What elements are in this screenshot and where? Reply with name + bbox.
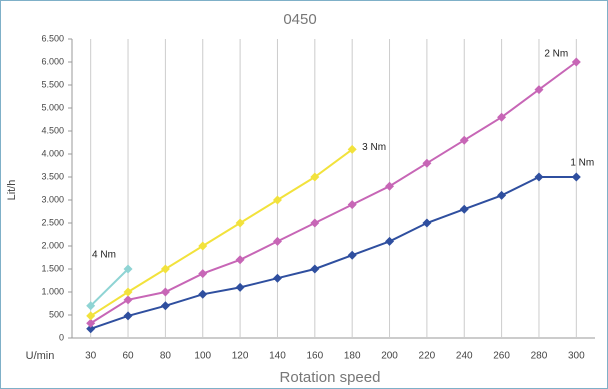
y-tick-label: 5.000 [41, 102, 64, 112]
x-tick-label: 140 [269, 351, 286, 362]
x-tick-label: 240 [456, 351, 473, 362]
series-label: 1 Nm [570, 158, 594, 169]
x-unit-label: U/min [26, 350, 55, 362]
y-tick-label: 3.500 [41, 171, 64, 181]
x-axis-title: Rotation speed [280, 369, 381, 386]
marker [123, 295, 133, 305]
marker [571, 57, 581, 67]
marker [571, 172, 581, 182]
marker [385, 181, 395, 191]
series-label: 2 Nm [544, 49, 568, 60]
x-tick-label: 80 [160, 351, 172, 362]
x-tick-label: 30 [85, 351, 97, 362]
series-line [89, 268, 129, 307]
marker [86, 301, 96, 311]
y-tick-label: 6.500 [41, 33, 64, 43]
y-axis-title: Lit/h [6, 180, 18, 201]
marker [310, 172, 320, 182]
x-tick-label: 180 [344, 351, 361, 362]
marker [86, 311, 96, 321]
marker [160, 301, 170, 311]
marker [198, 269, 208, 279]
marker [198, 289, 208, 299]
marker [160, 287, 170, 297]
x-tick-label: 120 [232, 351, 249, 362]
y-tick-label: 500 [49, 309, 64, 319]
y-tick-label: 1.500 [41, 263, 64, 273]
marker [160, 264, 170, 274]
marker [123, 287, 133, 297]
marker [534, 172, 544, 182]
marker [235, 218, 245, 228]
x-tick-label: 200 [381, 351, 398, 362]
marker [534, 85, 544, 95]
marker [497, 112, 507, 122]
marker [422, 218, 432, 228]
series-line [90, 176, 577, 330]
y-tick-label: 0 [59, 332, 64, 342]
x-tick-label: 300 [568, 351, 585, 362]
y-tick-label: 6.000 [41, 56, 64, 66]
y-tick-label: 4.000 [41, 148, 64, 158]
x-tick-label: 260 [493, 351, 510, 362]
chart-title: 0450 [283, 11, 316, 28]
y-tick-label: 3.000 [41, 194, 64, 204]
series-line [90, 61, 577, 325]
x-tick-label: 60 [122, 351, 134, 362]
marker [310, 264, 320, 274]
x-tick-label: 160 [306, 351, 323, 362]
marker [272, 195, 282, 205]
marker [347, 200, 357, 210]
marker [272, 273, 282, 283]
marker [86, 318, 96, 328]
marker [459, 204, 469, 214]
x-tick-label: 100 [194, 351, 211, 362]
marker [385, 236, 395, 246]
marker [235, 282, 245, 292]
y-tick-label: 5.500 [41, 79, 64, 89]
marker [123, 264, 133, 274]
marker [86, 324, 96, 334]
y-tick-label: 2.500 [41, 217, 64, 227]
marker [310, 218, 320, 228]
marker [123, 311, 133, 321]
y-tick-label: 1.000 [41, 286, 64, 296]
y-tick-label: 2.000 [41, 240, 64, 250]
marker [235, 255, 245, 265]
marker [422, 158, 432, 168]
marker [497, 190, 507, 200]
y-tick-label: 4.500 [41, 125, 64, 135]
x-tick-label: 280 [531, 351, 548, 362]
marker [459, 135, 469, 145]
series-label: 4 Nm [92, 250, 116, 261]
marker [272, 236, 282, 246]
marker [347, 144, 357, 154]
series-label: 3 Nm [362, 142, 386, 153]
x-tick-label: 220 [419, 351, 436, 362]
marker [198, 241, 208, 251]
series-line [90, 148, 353, 317]
marker [347, 250, 357, 260]
